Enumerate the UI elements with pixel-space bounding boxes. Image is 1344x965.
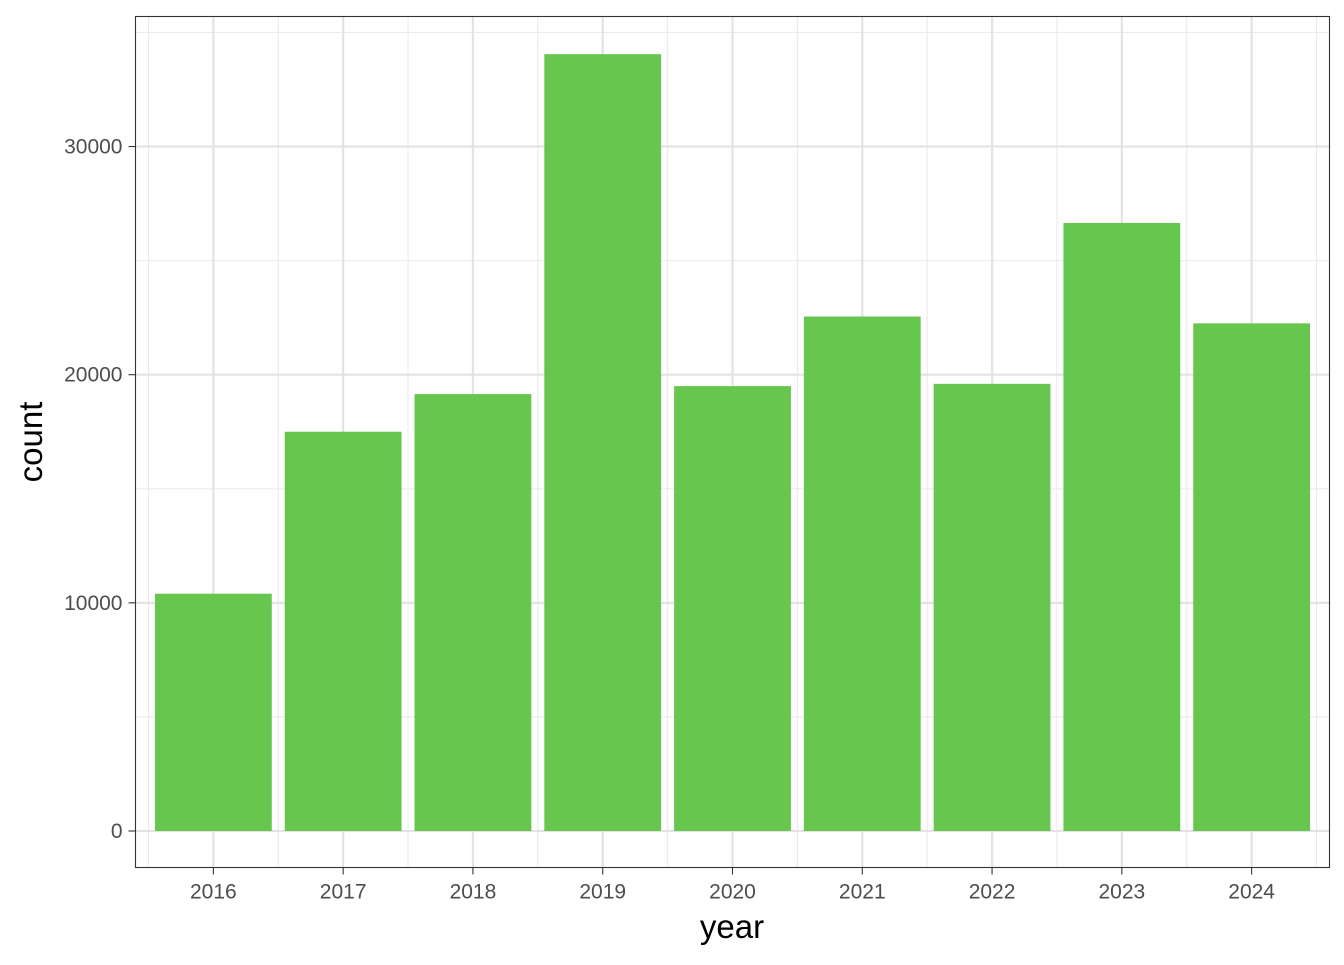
x-tick-label: 2023 [1098,881,1145,904]
y-tick-label: 0 [111,820,123,843]
bar-2024 [1193,323,1311,831]
y-tick-label: 30000 [64,136,122,159]
x-tick-label: 2017 [320,881,367,904]
y-axis: 0 10000 20000 30000 [64,136,136,843]
x-tick-label: 2024 [1228,881,1275,904]
bar-2016 [154,593,272,831]
x-tick-label: 2019 [579,881,626,904]
bars [154,54,1311,831]
bar-2017 [284,431,402,831]
bar-2020 [674,386,791,831]
x-tick-label: 2021 [839,881,886,904]
x-tick-label: 2020 [709,881,756,904]
x-tick-label: 2016 [190,881,237,904]
x-axis: 2016 2017 2018 2019 2020 2021 2022 2023 2024 [190,867,1275,904]
y-axis-label: count [12,402,49,483]
bar-2018 [414,394,532,831]
x-axis-label: year [700,908,764,945]
bar-2022 [933,383,1051,831]
y-tick-label: 20000 [64,364,122,387]
x-tick-label: 2022 [969,881,1016,904]
y-tick-label: 10000 [64,592,122,615]
bar-2019 [544,54,662,831]
bar-2021 [803,316,921,831]
x-tick-label: 2018 [450,881,497,904]
bar-2023 [1063,222,1181,831]
